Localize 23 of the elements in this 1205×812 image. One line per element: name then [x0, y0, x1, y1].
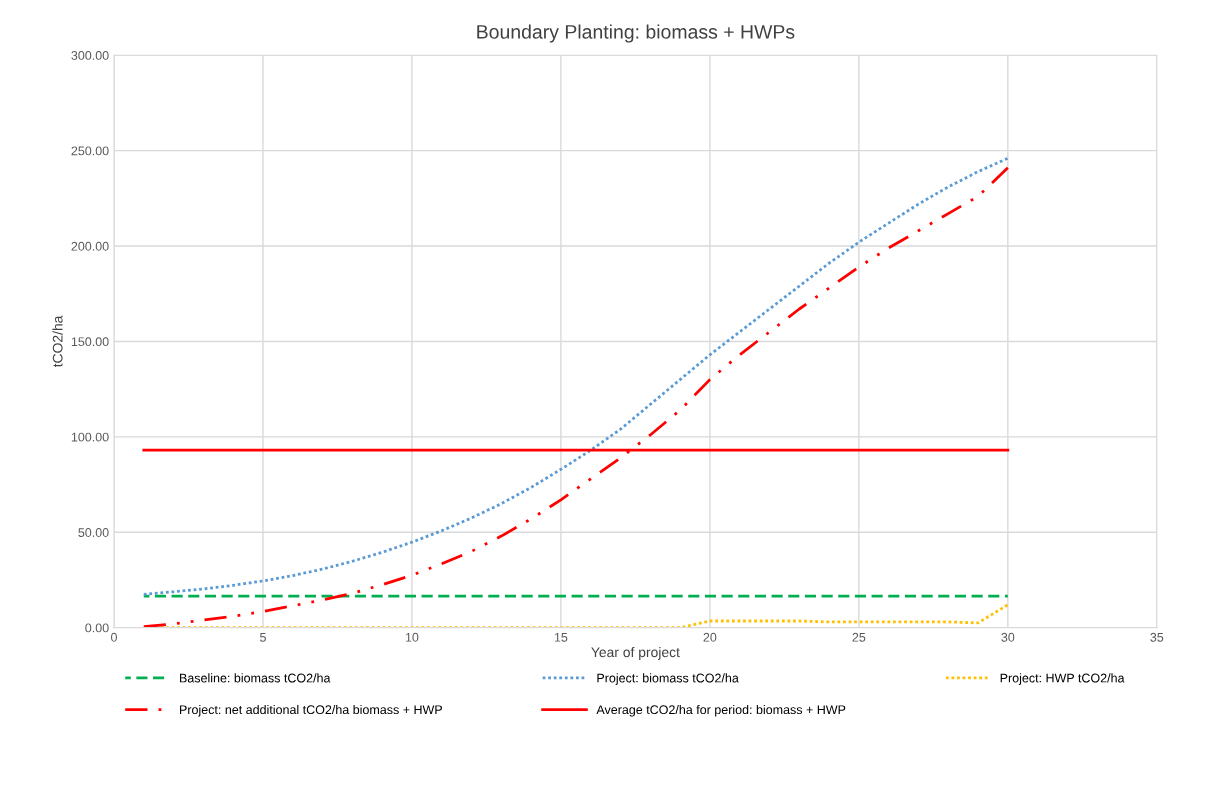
- x-tick-label: 5: [259, 633, 266, 642]
- legend-label: Project: net additional tCO2/ha biomass + HWP: [180, 704, 442, 717]
- y-axis-title: tCO2/ha: [52, 315, 63, 368]
- y-tick-label: 200.00: [71, 241, 109, 251]
- x-tick-label: 0: [111, 632, 117, 642]
- y-tick-label: 250.00: [71, 146, 109, 156]
- x-tick-label: 30: [1001, 632, 1015, 642]
- legend-label: Project: biomass tCO2/ha: [597, 673, 739, 685]
- y-tick-label: 50.00: [78, 528, 109, 537]
- y-tick-label: 150.00: [71, 337, 109, 347]
- chart-title: Boundary Planting: biomass + HWPs: [477, 24, 795, 43]
- x-tick-label: 20: [703, 632, 717, 642]
- y-tick-label: 300.00: [71, 51, 109, 60]
- legend-label: Average tCO2/ha for period: biomass + HWP: [596, 704, 846, 717]
- y-tick-label: 0.00: [85, 623, 109, 633]
- x-tick-label: 25: [852, 632, 866, 642]
- x-tick-label: 15: [554, 633, 568, 642]
- x-tick-label: 35: [1150, 632, 1164, 642]
- y-tick-label: 100.00: [71, 432, 109, 442]
- x-tick-label: 10: [405, 632, 419, 642]
- legend-label: Baseline: biomass tCO2/ha: [180, 673, 331, 683]
- x-axis-title: Year of project: [591, 646, 680, 660]
- legend-label: Project: HWP tCO2/ha: [1000, 673, 1125, 685]
